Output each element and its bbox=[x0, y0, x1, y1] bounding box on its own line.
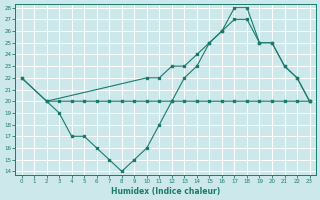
X-axis label: Humidex (Indice chaleur): Humidex (Indice chaleur) bbox=[111, 187, 220, 196]
